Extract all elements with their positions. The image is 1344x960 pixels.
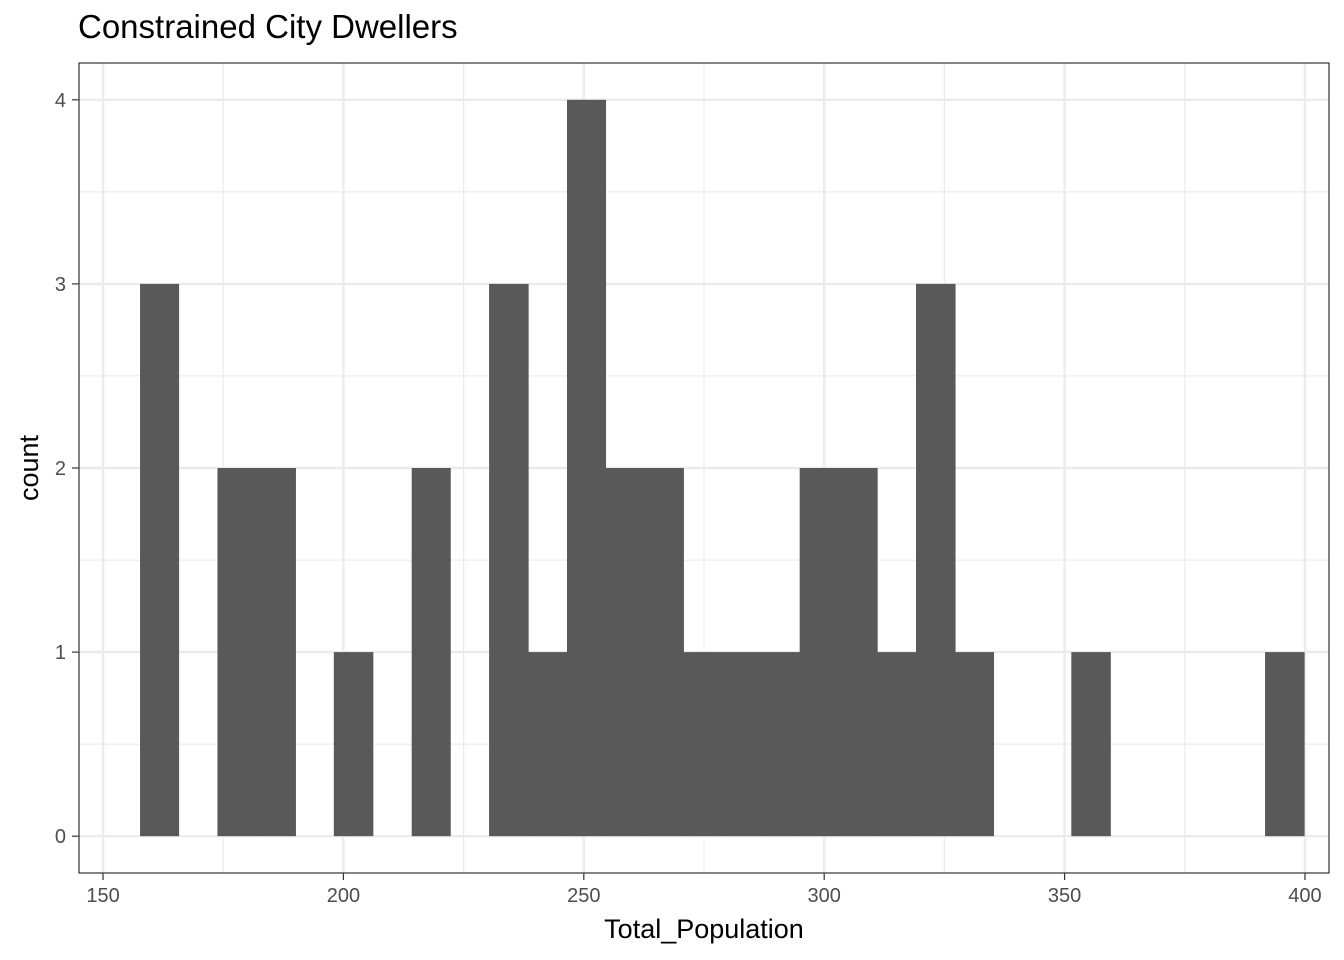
histogram-bar — [799, 468, 840, 837]
histogram-bar — [566, 99, 607, 837]
histogram-bar — [1265, 652, 1305, 837]
histogram-bar — [760, 652, 801, 837]
histogram-bar — [877, 652, 917, 837]
histogram-bar — [605, 468, 645, 837]
histogram-bars — [140, 99, 1305, 837]
histogram-bar — [683, 652, 723, 837]
histogram-bar — [528, 652, 568, 837]
x-tick-label: 150 — [86, 885, 119, 907]
x-tick-label: 300 — [808, 885, 841, 907]
y-tick-label: 4 — [55, 90, 66, 112]
x-tick-label: 250 — [567, 885, 600, 907]
histogram-bar — [838, 468, 878, 837]
y-axis: 0 1 2 3 4 — [55, 90, 79, 848]
histogram-bar — [217, 468, 258, 837]
y-axis-title: count — [14, 434, 44, 501]
histogram-bar — [140, 283, 180, 837]
histogram-bar — [721, 652, 762, 837]
histogram-bar — [333, 652, 374, 837]
x-tick-label: 200 — [327, 885, 360, 907]
histogram-bar — [489, 283, 529, 837]
x-tick-label: 350 — [1048, 885, 1081, 907]
histogram-bar — [1071, 652, 1111, 837]
y-tick-label: 1 — [55, 642, 66, 664]
histogram-bar — [411, 468, 451, 837]
y-tick-label: 0 — [55, 826, 66, 848]
histogram-bar — [916, 283, 956, 837]
histogram-bar — [644, 468, 684, 837]
chart-title: Constrained City Dwellers — [78, 8, 458, 45]
x-tick-label: 400 — [1288, 885, 1321, 907]
x-axis-title: Total_Population — [604, 914, 804, 944]
y-tick-label: 3 — [55, 274, 66, 296]
y-tick-label: 2 — [55, 458, 66, 480]
histogram-bar — [954, 652, 995, 837]
histogram-bar — [256, 468, 296, 837]
x-axis: 150 200 250 300 350 400 — [86, 873, 1322, 907]
